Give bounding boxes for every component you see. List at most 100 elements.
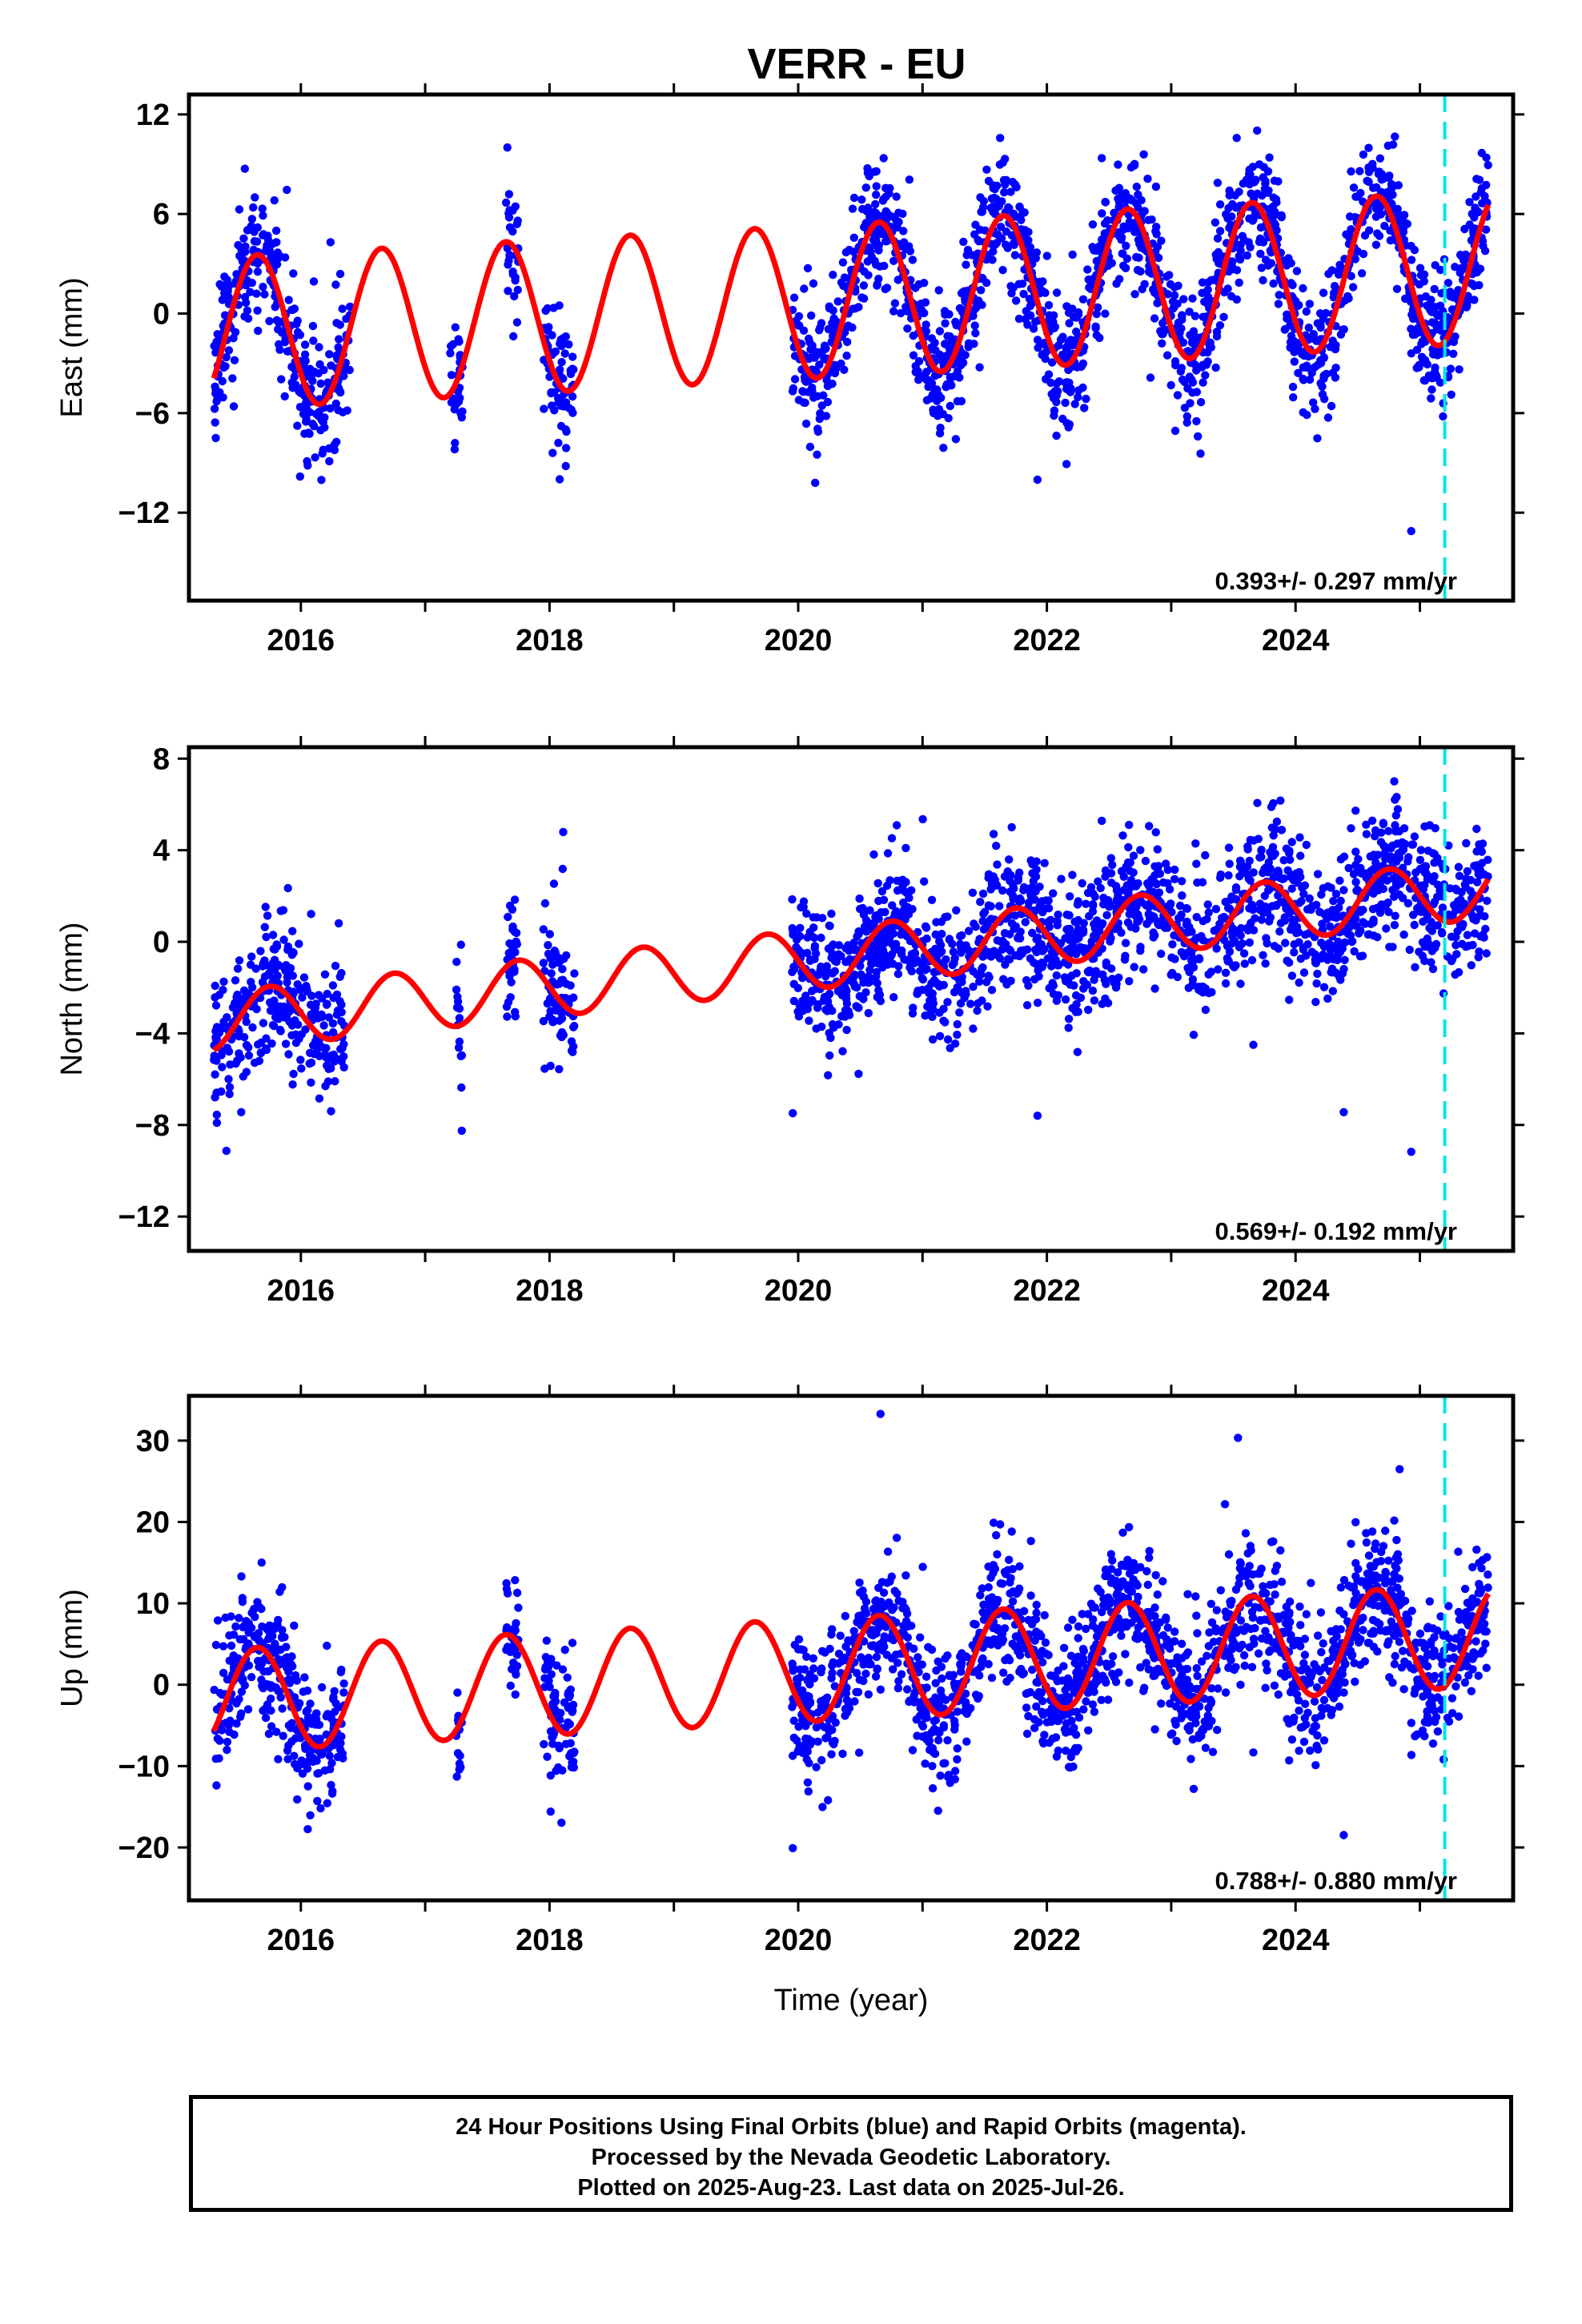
data-point [1119,191,1129,200]
data-point [1106,854,1116,862]
data-point [976,898,985,907]
data-point [277,375,286,384]
data-point [297,1064,306,1073]
data-point [271,303,279,312]
data-point [962,260,970,269]
data-point [511,1667,520,1676]
data-point [1447,932,1456,941]
data-point [1371,858,1380,867]
data-point [1387,844,1395,853]
data-point [956,999,966,1008]
data-point [323,1799,331,1807]
data-point [805,338,814,347]
data-point [1175,328,1184,338]
data-point [1112,279,1121,288]
data-point [1065,319,1074,328]
data-point [1196,449,1205,458]
data-point [544,1663,552,1672]
data-point [306,1811,315,1819]
data-point [816,966,825,975]
data-point [1351,878,1360,887]
data-point [256,947,265,955]
data-point [1136,943,1145,951]
data-point [1427,958,1435,967]
data-point [510,927,520,936]
data-point [1192,366,1201,375]
data-point [335,335,343,344]
data-point [215,279,224,289]
data-point [1276,796,1285,805]
data-point [1316,379,1325,388]
data-point [854,1069,863,1079]
data-point [212,1023,222,1031]
data-point [210,1055,219,1064]
data-point [237,1709,246,1718]
data-point [1165,885,1174,894]
data-point [1086,883,1096,892]
rate-annotation-north: 0.569+/- 0.192 mm/yr [1215,1217,1457,1245]
data-point [837,1011,846,1021]
data-point [843,337,852,347]
data-point [865,966,874,975]
data-point [290,1693,299,1702]
data-point [1074,386,1083,395]
data-point [1409,911,1418,919]
data-point [453,992,462,1002]
x-tick-label: 2024 [1262,1274,1330,1308]
data-point [330,445,339,455]
data-point [293,316,302,325]
data-point [219,977,228,987]
data-point [1295,899,1304,907]
data-point [259,1019,268,1027]
data-point [800,284,809,293]
data-point [539,925,548,934]
data-point [928,390,938,400]
data-point [1098,970,1107,979]
data-point [860,974,869,983]
data-point [566,369,576,379]
data-point [232,1719,241,1728]
data-point [1010,924,1018,934]
data-point [1132,183,1142,191]
data-point [506,993,515,1002]
data-point [280,1013,289,1022]
data-point [549,999,558,1007]
data-point [1182,917,1191,927]
y-tick-label: −12 [118,497,170,530]
data-point [990,240,1000,249]
data-point [505,901,515,911]
data-point [1245,214,1254,223]
data-point [314,1769,323,1778]
data-point [279,935,288,944]
data-point [1120,955,1130,964]
data-point [1170,291,1179,300]
data-point [1009,209,1018,219]
data-point [1476,187,1486,196]
data-point [253,259,262,268]
data-point [1431,261,1439,270]
data-point [1288,921,1297,930]
data-point [903,324,912,333]
data-point [1394,181,1403,190]
data-point [1395,849,1404,858]
scatter-points-east [210,126,1492,536]
data-point [1290,948,1299,957]
data-point [323,1061,331,1070]
data-point [819,996,828,1005]
data-point [1367,816,1377,825]
data-point [1307,947,1316,956]
data-point [1182,903,1191,913]
data-point [1372,198,1382,207]
data-point [980,907,990,916]
data-point [970,321,979,330]
data-point [334,919,343,928]
data-point [303,1687,312,1695]
data-point [1199,378,1207,387]
data-point [1016,927,1025,936]
data-point [250,237,259,246]
data-point [978,207,987,216]
data-point [819,391,828,400]
scatter-points-up [210,1409,1492,1852]
data-point [1005,203,1014,213]
data-point [845,947,853,955]
